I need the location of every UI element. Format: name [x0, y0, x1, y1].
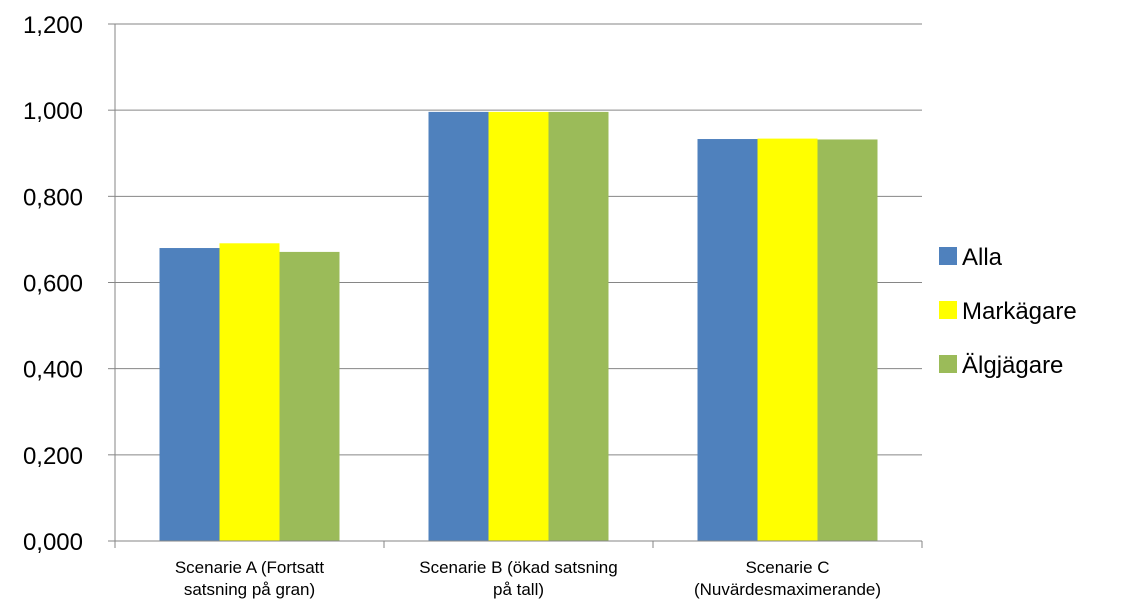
x-tick-label: Scenarie A (Fortsatt satsning på gran): [175, 558, 325, 599]
x-axis-ticks: Scenarie A (Fortsatt satsning på gran) Sce…: [175, 558, 881, 599]
y-tick-label: 0,400: [23, 357, 83, 384]
bar: [548, 111, 609, 541]
x-tick-label: Scenarie B (ökad satsning på tall): [419, 558, 617, 599]
legend: Alla Markägare Älgjägare: [939, 244, 1077, 379]
legend-label: Alla: [962, 244, 1003, 271]
legend-swatch: [939, 355, 957, 373]
legend-swatch: [939, 247, 957, 265]
axes: [108, 23, 923, 548]
bar: [757, 138, 818, 541]
bar: [159, 248, 220, 542]
y-tick-label: 0,600: [23, 271, 83, 298]
bar: [279, 251, 340, 541]
bar: [428, 111, 489, 541]
y-tick-label: 1,000: [23, 98, 83, 125]
bar: [219, 243, 280, 541]
y-tick-label: 0,800: [23, 184, 83, 211]
legend-label: Markägare: [962, 298, 1077, 325]
bar: [697, 139, 758, 541]
legend-swatch: [939, 301, 957, 319]
y-axis-ticks: 0,000 0,200 0,400 0,600 0,800 1,000 1,200: [23, 12, 83, 556]
legend-label: Älgjägare: [962, 352, 1063, 379]
bar: [488, 111, 549, 541]
x-tick-label: Scenarie C (Nuvärdesmaximerande): [694, 558, 881, 599]
bar: [817, 139, 878, 542]
y-tick-label: 1,200: [23, 12, 83, 39]
bars: [159, 111, 878, 542]
y-tick-label: 0,000: [23, 529, 83, 556]
y-tick-label: 0,200: [23, 443, 83, 470]
